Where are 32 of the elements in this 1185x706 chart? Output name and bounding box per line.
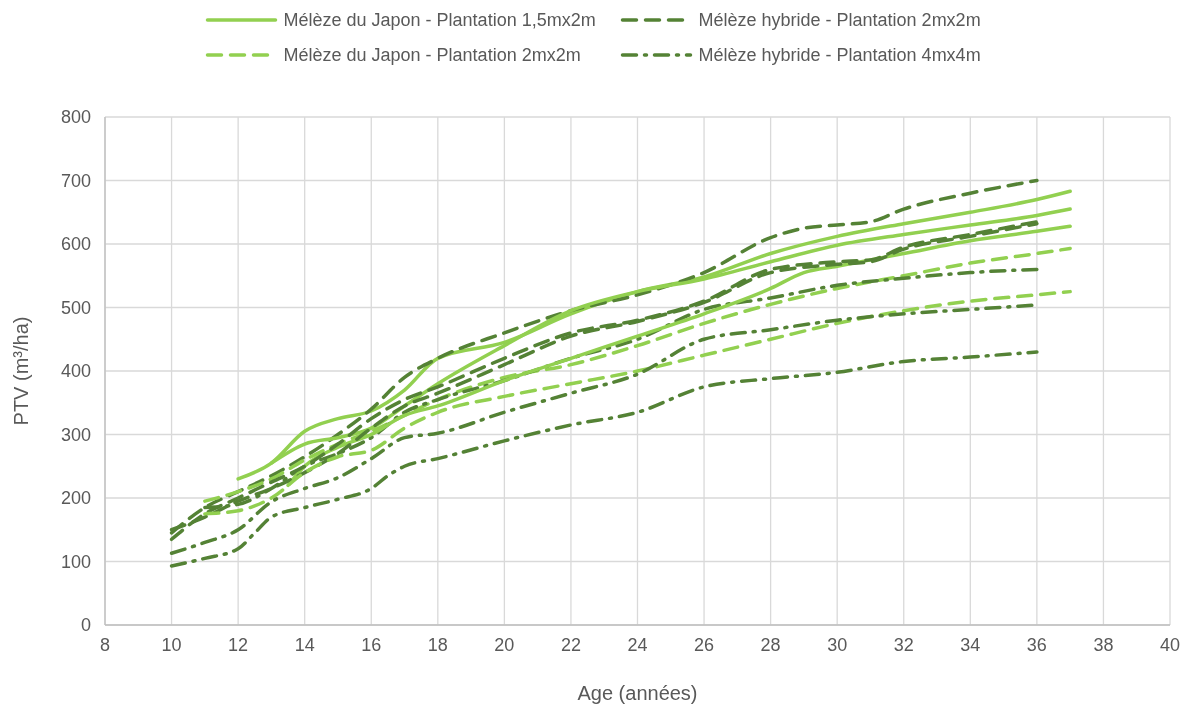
y-axis-title: PTV (m³/ha) [10,316,32,426]
x-tick-label: 10 [161,635,182,655]
y-tick-label: 0 [80,615,91,635]
x-tick-label: 34 [960,635,981,655]
x-tick-label: 22 [560,635,581,655]
legend-label: Mélèze du Japon - Plantation 1,5mx2m [283,10,596,30]
x-tick-label: 38 [1093,635,1114,655]
y-tick-label: 300 [60,424,91,445]
x-tick-label: 20 [494,635,515,655]
x-tick-label: 24 [627,635,648,655]
y-tick-label: 800 [60,107,91,127]
x-tick-label: 18 [427,635,448,655]
y-tick-label: 500 [60,297,91,318]
y-tick-label: 200 [60,488,91,508]
x-tick-label: 32 [893,635,914,655]
y-tick-label: 400 [60,361,91,381]
legend-label: Mélèze du Japon - Plantation 2mx2m [283,45,581,65]
x-tick-label: 36 [1026,635,1047,655]
y-tick-label: 100 [60,551,91,572]
x-tick-label: 16 [361,635,382,655]
x-tick-label: 28 [760,635,781,655]
legend-label: Mélèze hybride - Plantation 2mx2m [698,10,981,30]
x-tick-label: 30 [827,635,848,655]
x-axis-title: Age (années) [577,682,698,704]
x-tick-label: 40 [1159,635,1181,655]
x-tick-label: 8 [99,635,111,655]
legend-label: Mélèze hybride - Plantation 4mx4m [698,45,981,65]
y-tick-label: 700 [60,170,91,191]
x-tick-label: 14 [294,635,315,655]
x-tick-label: 26 [694,635,715,655]
y-tick-label: 600 [60,234,91,254]
x-tick-label: 12 [228,635,249,655]
